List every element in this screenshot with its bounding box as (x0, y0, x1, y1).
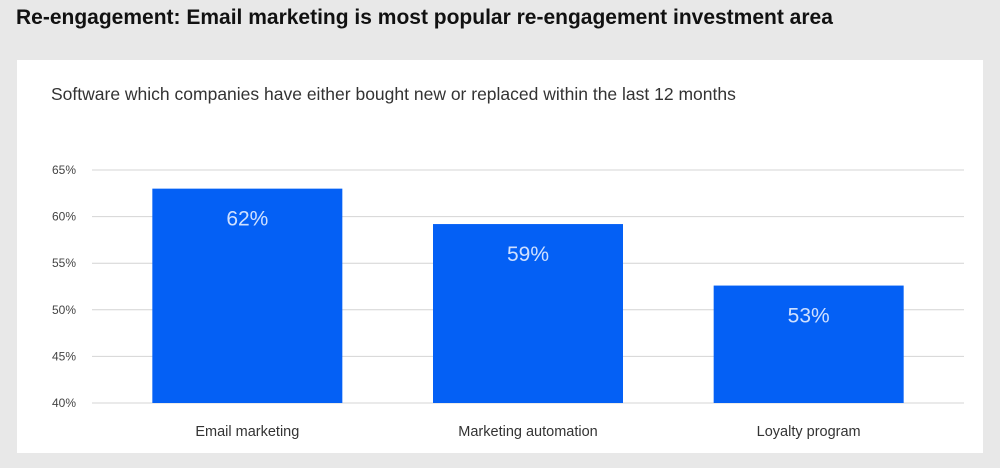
bar (713, 285, 904, 403)
bar (433, 224, 623, 403)
y-tick-label: 45% (52, 349, 76, 363)
x-category-label: Email marketing (195, 424, 299, 440)
bar-chart: 40% 45% 50% 55% 60% 65% 62% Email marketing 59% M… (52, 163, 964, 440)
y-tick-label: 55% (52, 256, 76, 270)
y-tick-label: 60% (52, 210, 76, 224)
chart-panel: Software which companies have either bou… (17, 60, 983, 453)
chart-title: Software which companies have either bou… (51, 84, 736, 104)
page-headline: Re-engagement: Email marketing is most p… (16, 6, 833, 29)
x-category-label: Marketing automation (458, 424, 597, 440)
y-tick-label: 50% (52, 303, 76, 317)
bar-value-label: 62% (226, 208, 268, 231)
bar-value-label: 59% (507, 243, 549, 266)
y-tick-label: 65% (52, 163, 76, 177)
bar (152, 188, 343, 403)
x-category-label: Loyalty program (757, 424, 861, 440)
y-tick-label: 40% (52, 396, 76, 410)
bar-value-label: 53% (788, 305, 830, 328)
